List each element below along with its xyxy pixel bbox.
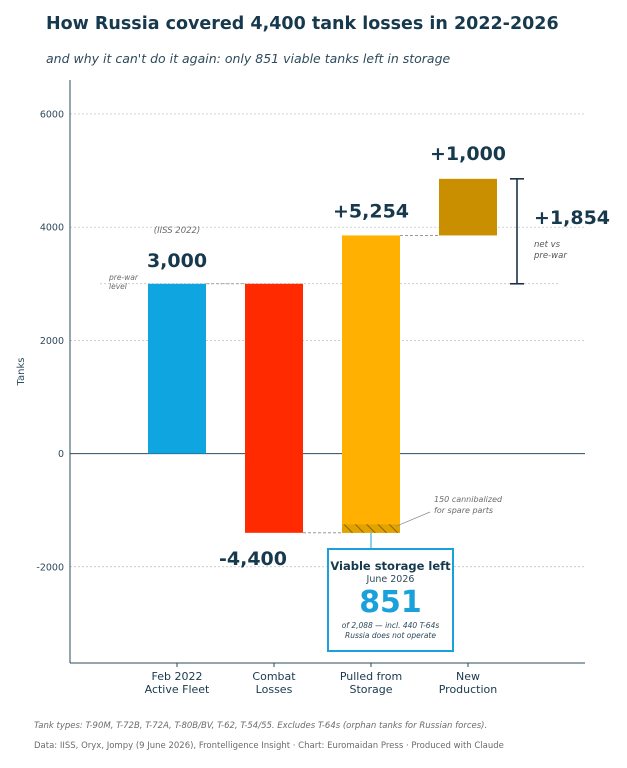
x-tick-label: Losses xyxy=(256,683,293,696)
y-tick-label: 6000 xyxy=(40,109,64,120)
x-tick-label: Feb 2022 xyxy=(152,670,203,683)
callout-note-line-2: Russia does not operate xyxy=(345,631,436,640)
net-change-note-line-1: net vs xyxy=(534,240,561,250)
bar-0 xyxy=(148,283,206,454)
source-line: Data: IISS, Oryx, Jompy (9 June 2026), F… xyxy=(34,741,504,751)
x-tick-label: Combat xyxy=(252,670,296,683)
callout-date: June 2026 xyxy=(366,574,415,585)
cannibalized-label-line-1: 150 cannibalized xyxy=(434,495,503,504)
bar-value-label-1: -4,400 xyxy=(219,548,287,570)
bar-value-label-3: +1,000 xyxy=(430,143,506,165)
net-change-note-line-2: pre-war xyxy=(533,251,567,261)
iiss-source-annotation: (IISS 2022) xyxy=(154,226,200,236)
pre-war-label-line-1: pre-war xyxy=(108,273,139,282)
cannibalized-label-line-2: for spare parts xyxy=(434,506,493,515)
net-change-label: +1,854 xyxy=(534,207,610,229)
x-tick-label: Active Fleet xyxy=(145,683,210,696)
pre-war-label-line-2: level xyxy=(109,282,128,291)
y-tick-label: 0 xyxy=(58,449,64,460)
x-tick-label: Storage xyxy=(349,683,392,696)
y-tick-label: 4000 xyxy=(40,223,64,234)
y-axis-label: Tanks xyxy=(16,358,27,387)
cannibalized-hatch xyxy=(342,524,400,533)
bar-3 xyxy=(439,178,497,236)
x-tick-label: Production xyxy=(439,683,498,696)
viable-storage-callout: Viable storage left June 2026 851 of 2,0… xyxy=(327,548,454,652)
callout-title: Viable storage left xyxy=(330,559,451,573)
y-tick-label: -2000 xyxy=(36,562,64,573)
page-subtitle: and why it can't do it again: only 851 v… xyxy=(46,51,451,66)
bar-value-label-2: +5,254 xyxy=(333,200,409,222)
page-title: How Russia covered 4,400 tank losses in … xyxy=(46,14,559,34)
footnote: Tank types: T-90M, T-72B, T-72A, T-80B/B… xyxy=(34,721,488,731)
cannibalized-leader-line xyxy=(395,511,431,527)
bar-1 xyxy=(245,283,303,533)
y-tick-label: 2000 xyxy=(40,336,64,347)
callout-note-line-1: of 2,088 — incl. 440 T-64s xyxy=(341,621,440,630)
bar-value-label-0: 3,000 xyxy=(147,250,207,272)
bar-2 xyxy=(342,235,400,533)
x-tick-label: Pulled from xyxy=(340,670,402,683)
x-tick-label: New xyxy=(456,670,480,683)
callout-value: 851 xyxy=(359,585,422,620)
